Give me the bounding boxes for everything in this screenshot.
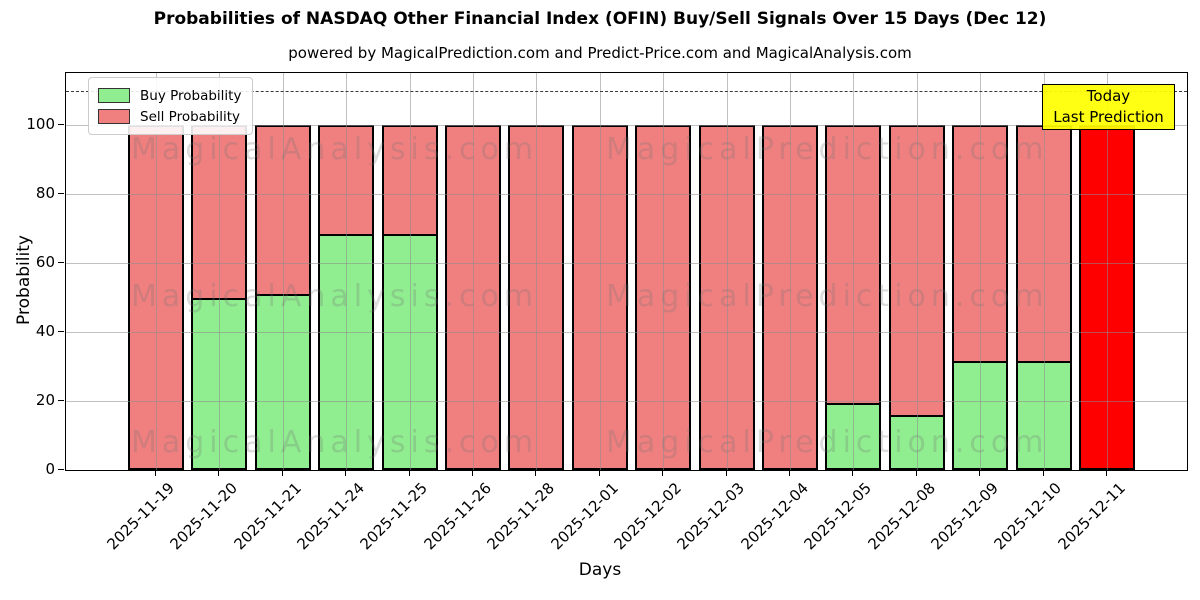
x-gridline (663, 73, 665, 470)
x-tick-label: 2025-11-24 (293, 479, 368, 554)
watermark-layer: MagicalAnalysis.com MagicalPrediction.com… (66, 73, 1187, 470)
watermark-text: MagicalAnalysis.com (131, 132, 539, 167)
x-tick-label: 2025-12-04 (737, 479, 812, 554)
x-gridline (790, 73, 791, 470)
chart-title: Probabilities of NASDAQ Other Financial … (153, 9, 1047, 29)
y-gridline (66, 194, 1187, 196)
x-tick-label: 2025-11-25 (356, 479, 432, 554)
y-tick (58, 124, 64, 126)
y-tick (58, 262, 64, 264)
y-gridline (66, 125, 1187, 127)
x-gridline (980, 73, 982, 470)
buy-swatch-icon (98, 88, 130, 103)
y-tick (58, 400, 64, 402)
x-tick-label: 2025-12-05 (800, 479, 876, 554)
x-tick (408, 470, 410, 476)
y-tick-label: 60 (35, 253, 55, 272)
x-gridline (346, 73, 348, 470)
today-annotation-line1: Today (1086, 87, 1131, 105)
x-tick (598, 470, 600, 476)
x-tick (1106, 470, 1107, 476)
x-tick (535, 470, 537, 476)
y-tick (58, 331, 64, 333)
y-tick-label: 80 (35, 184, 55, 203)
x-gridline (282, 73, 284, 470)
x-tick-label: 2025-11-26 (420, 479, 495, 554)
legend-item-sell: Sell Probability (98, 106, 241, 127)
x-axis-label: Days (578, 560, 622, 580)
y-tick-label: 20 (35, 391, 55, 410)
x-tick-label: 2025-11-28 (483, 479, 559, 554)
x-gridline (853, 73, 855, 470)
x-tick (915, 470, 917, 476)
y-tick (58, 469, 64, 470)
y-tick (58, 193, 64, 195)
x-tick (662, 470, 664, 476)
x-tick-label: 2025-12-03 (673, 479, 749, 554)
x-tick (725, 470, 727, 476)
x-tick-label: 2025-12-08 (864, 479, 939, 554)
legend-item-buy: Buy Probability (98, 85, 241, 106)
sell-swatch-icon (98, 109, 130, 124)
y-tick-label: 40 (35, 322, 55, 341)
x-tick (852, 470, 854, 476)
x-tick-label: 2025-12-11 (1054, 479, 1129, 554)
x-gridline (409, 73, 411, 470)
x-gridline (536, 73, 538, 470)
chart-subtitle: powered by MagicalPrediction.com and Pre… (288, 44, 912, 62)
x-gridline (219, 73, 221, 470)
legend: Buy Probability Sell Probability (88, 77, 254, 135)
x-tick (472, 470, 473, 476)
x-tick-label: 2025-11-19 (103, 479, 178, 554)
x-tick (155, 470, 156, 476)
x-gridline (916, 73, 918, 470)
watermark-text: MagicalAnalysis.com (131, 425, 539, 460)
x-tick (218, 470, 220, 476)
x-tick-label: 2025-11-20 (166, 479, 242, 554)
x-tick-label: 2025-12-09 (927, 479, 1002, 554)
x-tick (1042, 470, 1044, 476)
watermark-text: MagicalAnalysis.com (131, 279, 539, 314)
x-gridline (473, 73, 474, 470)
y-gridline (66, 263, 1187, 265)
x-tick-label: 2025-12-10 (990, 479, 1066, 554)
x-tick-label: 2025-11-21 (230, 479, 305, 554)
watermark-text: MagicalPrediction.com (606, 132, 1049, 167)
x-gridline (156, 73, 157, 470)
y-tick-label: 0 (45, 460, 55, 478)
watermark-text: MagicalPrediction.com (606, 279, 1049, 314)
x-gridline (726, 73, 728, 470)
x-gridline (599, 73, 601, 470)
today-annotation: Today Last Prediction (1042, 84, 1175, 130)
y-tick-label: 100 (26, 115, 55, 134)
plot-area: MagicalAnalysis.com MagicalPrediction.com… (65, 72, 1188, 471)
dashed-reference-line (66, 90, 1187, 92)
x-gridline (1107, 73, 1108, 470)
x-tick (789, 470, 790, 476)
legend-label-sell: Sell Probability (140, 108, 241, 125)
x-gridline (1043, 73, 1045, 470)
x-tick (979, 470, 981, 476)
watermark-text: MagicalPrediction.com (606, 425, 1049, 460)
grid-layer (66, 73, 1187, 470)
x-tick-label: 2025-12-01 (547, 479, 622, 554)
y-gridline (66, 332, 1187, 334)
x-tick-label: 2025-12-02 (610, 479, 685, 554)
today-annotation-line2: Last Prediction (1053, 108, 1164, 126)
legend-label-buy: Buy Probability (140, 87, 242, 104)
x-tick (281, 470, 283, 476)
x-tick (345, 470, 347, 476)
y-gridline (66, 401, 1187, 403)
